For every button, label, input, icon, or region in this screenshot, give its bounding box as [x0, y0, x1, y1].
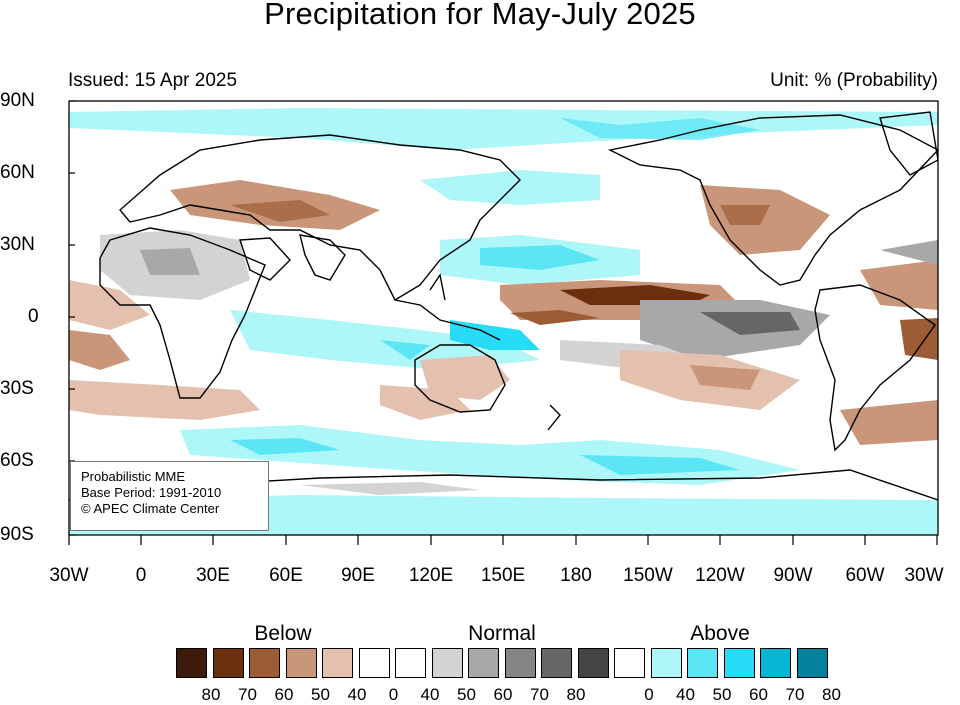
y-label-30s: 30S: [0, 378, 34, 399]
y-label-60s: 60S: [0, 450, 34, 471]
legend-swatch: [504, 648, 536, 678]
x-label-120e: 120E: [408, 565, 454, 586]
legend-value: 70: [238, 685, 257, 704]
legend-value: 60: [274, 685, 294, 704]
y-label-0: 0: [28, 306, 39, 327]
info-box: Probabilistic MME Base Period: 1991-2010…: [70, 461, 269, 531]
legend-value: 40: [676, 685, 695, 704]
x-label-120w: 120W: [695, 565, 745, 586]
legend-swatch: [176, 648, 207, 678]
legend-swatch: [614, 648, 645, 678]
legend-value: 80: [822, 685, 841, 704]
legend-swatch: [723, 648, 755, 678]
info-line-method: Probabilistic MME: [81, 469, 186, 484]
legend-swatch: [468, 648, 499, 678]
legend-value: 50: [712, 685, 732, 704]
legend-swatch: [687, 648, 718, 678]
x-label-30w-east: 30W: [904, 565, 944, 586]
legend-swatch: [796, 648, 828, 678]
legend-head-normal: Normal: [468, 622, 536, 645]
legend-value: 80: [566, 685, 586, 704]
x-label-60e: 60E: [269, 565, 303, 586]
info-line-base-period: Base Period: 1991-2010: [81, 485, 222, 500]
probability-shading: [69, 101, 938, 535]
legend-value: 70: [785, 685, 805, 704]
legend-value: 50: [311, 685, 330, 704]
y-label-60n: 60N: [0, 162, 35, 183]
legend-value: 50: [457, 685, 476, 704]
legend-swatch: [760, 648, 791, 678]
legend-value: 70: [530, 685, 549, 704]
legend-swatch: [431, 648, 463, 678]
legend-value: 0: [388, 685, 399, 704]
legend-swatch: [541, 648, 572, 678]
x-label-30e: 30E: [196, 565, 230, 586]
info-line-credit: © APEC Climate Center: [81, 501, 220, 516]
x-label-60w: 60W: [845, 565, 885, 586]
legend-swatch: [212, 648, 244, 678]
x-ticks: [68, 535, 938, 545]
x-label-90w: 90W: [773, 565, 813, 586]
y-label-30n: 30N: [0, 234, 35, 255]
legend-swatch: [358, 648, 390, 678]
legend-value: 0: [644, 685, 654, 704]
unit-label: Unit: % (Probability): [770, 70, 938, 91]
legend-swatch: [650, 648, 682, 678]
legend-swatch: [395, 648, 426, 678]
x-label-90e: 90E: [341, 565, 375, 586]
legend-swatch: [577, 648, 609, 678]
map-title: Precipitation for May-July 2025: [264, 0, 696, 31]
x-label-150e: 150E: [480, 565, 526, 586]
legend-value: 40: [347, 685, 367, 704]
legend-value: 40: [420, 685, 440, 704]
x-label-0: 0: [135, 565, 147, 586]
legend-head-below: Below: [254, 622, 312, 645]
x-label-150w: 150W: [623, 565, 673, 586]
coastlines: [69, 111, 938, 501]
legend-value: 60: [493, 685, 513, 704]
y-label-90s: 90S: [0, 524, 34, 545]
legend-swatch: [322, 648, 353, 678]
x-label-180: 180: [560, 565, 592, 586]
legend-value: 80: [201, 685, 221, 704]
legend-head-above: Above: [690, 622, 750, 645]
issued-date: Issued: 15 Apr 2025: [68, 70, 238, 91]
legend-value: 60: [749, 685, 768, 704]
x-label-30w: 30W: [49, 565, 89, 586]
y-label-90n: 90N: [0, 90, 35, 111]
legend-swatch: [285, 648, 317, 678]
legend-swatch: [249, 648, 280, 678]
